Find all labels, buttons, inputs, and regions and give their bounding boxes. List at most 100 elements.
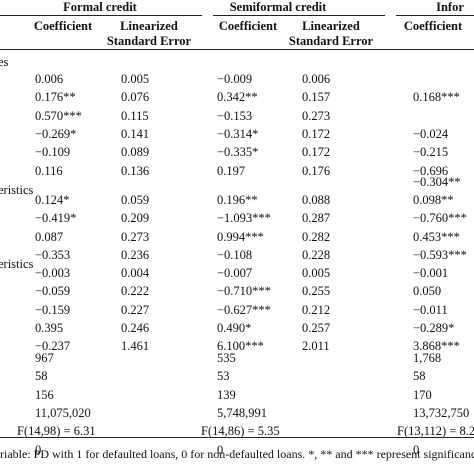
stat-formal: 967 bbox=[35, 351, 54, 365]
cell-f: −0.159 bbox=[35, 302, 71, 317]
cell-i: −0.760*** bbox=[413, 211, 467, 226]
cell-s: −0.627*** bbox=[217, 302, 271, 317]
cell-sse: 0.228 bbox=[302, 248, 331, 263]
se-header-line1: Linearized bbox=[120, 19, 178, 33]
cell-s: −0.335* bbox=[217, 145, 259, 160]
cell-i: 0.168*** bbox=[413, 90, 460, 105]
cell-fse: 0.005 bbox=[121, 72, 150, 86]
cell-s: −0.710*** bbox=[217, 284, 271, 299]
se-header-line1: Linearized bbox=[302, 19, 360, 33]
cell-f: 0.570*** bbox=[35, 108, 82, 123]
cell-sse: 0.088 bbox=[302, 193, 331, 207]
cell-sse: 0.176 bbox=[302, 163, 331, 178]
cell-s: 0.342** bbox=[217, 90, 258, 105]
stat-formal: 11,075,020 bbox=[35, 406, 91, 421]
cell-i: −0.011 bbox=[413, 302, 448, 317]
cell-sse: 0.257 bbox=[302, 321, 331, 336]
cell-i: −0.696 bbox=[413, 163, 449, 178]
coefficient-header: Coefficient bbox=[33, 19, 93, 33]
cell-fse: 0.076 bbox=[121, 90, 150, 105]
stat-informal: F(13,112) = 8.28 bbox=[397, 424, 474, 439]
cell-sse: 0.282 bbox=[302, 229, 331, 244]
cell-i: 0.050 bbox=[413, 284, 442, 299]
table-bottom-rule bbox=[0, 437, 474, 439]
cell-sse: 0.172 bbox=[302, 127, 331, 142]
cell-f: −0.353 bbox=[35, 248, 71, 263]
cell-i: −0.593*** bbox=[413, 248, 467, 263]
cell-s: 6.100*** bbox=[217, 339, 264, 354]
cell-s: 0.490* bbox=[217, 321, 252, 336]
cell-sse: 0.005 bbox=[302, 266, 331, 280]
cell-f: −0.109 bbox=[35, 145, 71, 160]
stat-informal: 1,768 bbox=[413, 351, 442, 365]
stat-formal: 0 bbox=[35, 442, 42, 457]
cell-f: −0.419* bbox=[35, 211, 77, 226]
cell-sse: 0.287 bbox=[302, 211, 331, 226]
header-bottom-rule bbox=[0, 49, 474, 51]
stat-semiformal: 5,748,991 bbox=[217, 406, 267, 421]
cell-f: 0.116 bbox=[35, 163, 63, 178]
stat-formal: 156 bbox=[35, 387, 54, 402]
group-underline bbox=[396, 15, 474, 16]
cell-fse: 0.136 bbox=[121, 163, 150, 178]
cell-s: −1.093*** bbox=[217, 211, 271, 226]
stat-informal: 170 bbox=[413, 387, 432, 402]
cell-f: −0.269* bbox=[35, 127, 77, 142]
group-underline bbox=[0, 15, 202, 16]
cell-sse: 0.212 bbox=[302, 302, 331, 317]
section-label: es bbox=[0, 55, 9, 69]
cell-i: 0.098** bbox=[413, 193, 454, 207]
stat-informal: 13,732,750 bbox=[413, 406, 470, 421]
cell-s: −0.153 bbox=[217, 108, 253, 123]
stat-formal: 58 bbox=[35, 369, 48, 384]
cell-i: 3.868*** bbox=[413, 339, 460, 354]
cell-s: −0.009 bbox=[217, 72, 253, 86]
cell-s: 0.994*** bbox=[217, 229, 264, 244]
cell-i: −0.289* bbox=[413, 321, 455, 336]
cell-s: −0.108 bbox=[217, 248, 253, 263]
group-underline bbox=[213, 15, 385, 16]
cell-i: 0.453*** bbox=[413, 229, 460, 244]
stat-formal: F(14,98) = 6.31 bbox=[17, 424, 96, 439]
cell-i: −0.001 bbox=[413, 266, 449, 280]
section-label: eristics bbox=[0, 183, 34, 197]
stat-semiformal: F(14,86) = 5.35 bbox=[201, 424, 280, 439]
cell-i: −0.304** bbox=[413, 175, 461, 189]
cell-sse: 0.157 bbox=[302, 90, 331, 105]
cell-sse: 0.172 bbox=[302, 145, 331, 160]
cell-fse: 0.273 bbox=[121, 229, 150, 244]
coefficient-header: Coefficient bbox=[218, 19, 278, 33]
cell-s: 0.197 bbox=[217, 163, 246, 178]
cell-f: −0.059 bbox=[35, 284, 71, 299]
cell-f: −0.003 bbox=[35, 266, 71, 280]
cell-sse: 2.011 bbox=[302, 339, 330, 354]
cell-fse: 0.115 bbox=[121, 108, 149, 123]
group-header: Infor bbox=[436, 0, 464, 14]
table-footnote: riable: PD with 1 for defaulted loans, 0… bbox=[0, 447, 474, 461]
cell-fse: 0.141 bbox=[121, 127, 150, 142]
group-header: Formal credit bbox=[63, 0, 137, 14]
cell-sse: 0.255 bbox=[302, 284, 331, 299]
stat-semiformal: 0 bbox=[217, 442, 224, 457]
stat-semiformal: 139 bbox=[217, 387, 236, 402]
cell-s: −0.314* bbox=[217, 127, 259, 142]
cell-fse: 0.222 bbox=[121, 284, 150, 299]
cell-fse: 0.089 bbox=[121, 145, 150, 160]
stat-semiformal: 535 bbox=[217, 351, 236, 365]
cell-sse: 0.273 bbox=[302, 108, 331, 123]
se-header-line2: Standard Error bbox=[106, 34, 192, 48]
cell-f: 0.176** bbox=[35, 90, 76, 105]
group-header: Semiformal credit bbox=[229, 0, 327, 14]
section-label: eristics bbox=[0, 257, 34, 271]
cell-fse: 0.004 bbox=[121, 266, 150, 280]
cell-s: −0.007 bbox=[217, 266, 253, 280]
cell-f: 0.124* bbox=[35, 193, 70, 207]
stat-informal: 0 bbox=[413, 442, 420, 457]
cell-f: 0.087 bbox=[35, 229, 64, 244]
cell-f: −0.237 bbox=[35, 339, 71, 354]
cell-i: −0.215 bbox=[413, 145, 449, 160]
cell-sse: 0.006 bbox=[302, 72, 331, 86]
cell-fse: 0.059 bbox=[121, 193, 150, 207]
cell-fse: 1.461 bbox=[121, 339, 150, 354]
stat-semiformal: 53 bbox=[217, 369, 230, 384]
